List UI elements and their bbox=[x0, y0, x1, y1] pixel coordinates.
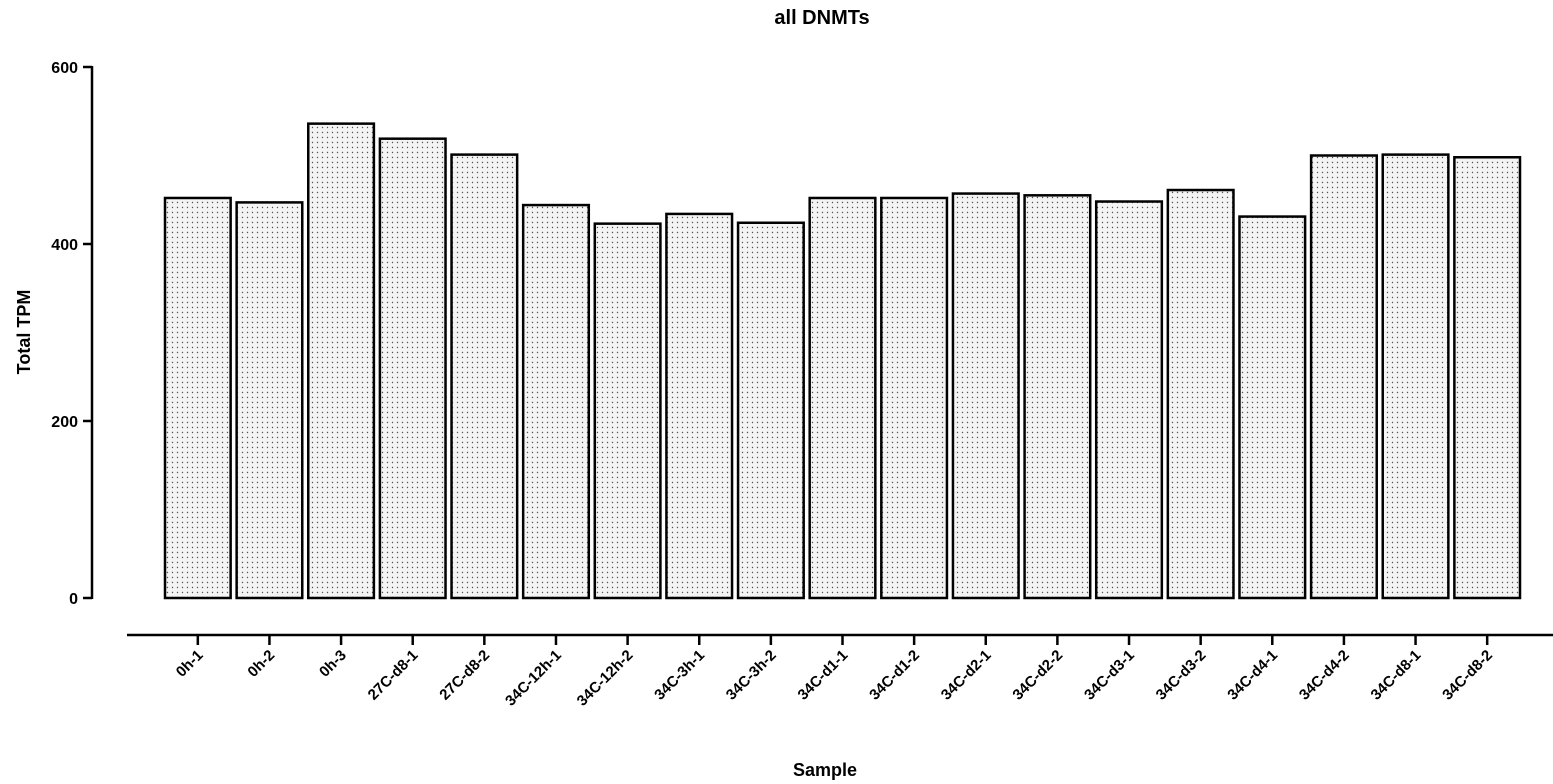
bar-0h-1 bbox=[163, 196, 232, 600]
x-tick-label-34C-d8-1: 34C-d8-1 bbox=[1368, 647, 1425, 704]
x-tick-label-34C-d8-2: 34C-d8-2 bbox=[1439, 647, 1496, 704]
y-tick-label-200: 200 bbox=[51, 414, 78, 431]
bar-34C-d8-2 bbox=[1453, 156, 1522, 600]
x-axis-label: Sample bbox=[793, 760, 857, 780]
bar-34C-d1-1 bbox=[808, 196, 877, 600]
bar-34C-d4-1 bbox=[1238, 215, 1307, 600]
x-axis: 0h-1 0h-2 0h-3 27C-d8-1 27C-d8-2 34C-12h-1 34C… bbox=[127, 633, 1553, 710]
bar-34C-d2-1 bbox=[951, 192, 1020, 600]
chart-title: all DNMTs bbox=[774, 7, 869, 29]
x-tick-label-34C-d1-1: 34C-d1-1 bbox=[795, 647, 852, 704]
bar-34C-12h-2 bbox=[593, 222, 662, 600]
x-tick-label-0h-1: 0h-1 bbox=[173, 647, 207, 681]
bar-34C-3h-1 bbox=[665, 212, 734, 600]
y-tick-label-0: 0 bbox=[69, 591, 78, 608]
x-tick-label-34C-3h-2: 34C-3h-2 bbox=[723, 647, 780, 704]
x-tick-label-34C-d4-1: 34C-d4-1 bbox=[1224, 647, 1281, 704]
bars bbox=[163, 122, 1522, 600]
bar-0h-2 bbox=[235, 201, 304, 600]
x-tick-label-0h-2: 0h-2 bbox=[244, 647, 278, 681]
x-tick-label-27C-d8-2: 27C-d8-2 bbox=[436, 647, 493, 704]
x-tick-label-34C-d1-2: 34C-d1-2 bbox=[866, 647, 923, 704]
x-tick-label-34C-d4-2: 34C-d4-2 bbox=[1296, 647, 1353, 704]
bar-34C-d3-1 bbox=[1094, 200, 1164, 600]
bar-27C-d8-2 bbox=[450, 153, 519, 600]
x-tick-label-34C-12h-2: 34C-12h-2 bbox=[574, 647, 637, 710]
y-axis-label: Total TPM bbox=[14, 290, 34, 375]
y-tick-label-600: 600 bbox=[51, 60, 78, 77]
bar-0h-3 bbox=[307, 122, 376, 600]
bar-34C-d1-2 bbox=[880, 196, 949, 600]
bar-34C-d2-2 bbox=[1023, 194, 1092, 600]
bar-34C-3h-2 bbox=[736, 221, 805, 600]
x-tick-label-34C-d3-2: 34C-d3-2 bbox=[1153, 647, 1210, 704]
bar-34C-d8-1 bbox=[1381, 153, 1450, 600]
x-tick-label-0h-3: 0h-3 bbox=[316, 647, 350, 681]
bar-34C-d3-2 bbox=[1166, 188, 1235, 600]
y-tick-label-400: 400 bbox=[51, 237, 78, 254]
bar-27C-d8-1 bbox=[378, 137, 447, 600]
x-tick-label-34C-d2-2: 34C-d2-2 bbox=[1009, 647, 1066, 704]
x-tick-label-27C-d8-1: 27C-d8-1 bbox=[365, 647, 422, 704]
y-axis: 0 200 400 600 bbox=[51, 60, 94, 608]
x-tick-label-34C-d2-1: 34C-d2-1 bbox=[938, 647, 995, 704]
x-tick-label-34C-12h-1: 34C-12h-1 bbox=[502, 647, 565, 710]
bar-34C-12h-1 bbox=[521, 203, 591, 600]
x-tick-label-34C-d3-1: 34C-d3-1 bbox=[1081, 647, 1138, 704]
x-tick-label-34C-3h-1: 34C-3h-1 bbox=[651, 647, 708, 704]
bar-34C-d4-2 bbox=[1309, 154, 1378, 600]
